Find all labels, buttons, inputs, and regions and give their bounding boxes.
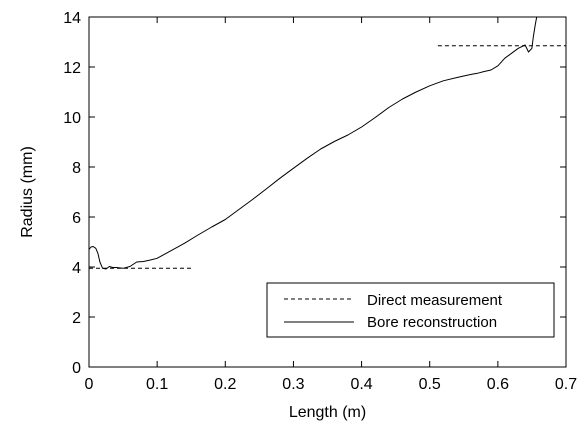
plot-area-frame — [88, 16, 567, 368]
x-tick-label: 0.3 — [282, 376, 304, 393]
x-tick-label: 0.1 — [146, 376, 168, 393]
x-tick-label: 0.2 — [214, 376, 236, 393]
y-tick-label: 0 — [72, 360, 81, 377]
x-tick-label: 0.4 — [350, 376, 372, 393]
y-tick-label: 14 — [63, 10, 81, 27]
x-axis-ticks: 0 0.1 0.2 0.3 0.4 0.5 0.6 0.7 — [85, 17, 577, 393]
x-tick-label: 0.5 — [419, 376, 441, 393]
legend-box — [266, 282, 555, 338]
y-axis-title: Radius (mm) — [19, 146, 36, 238]
x-axis-title: Length (m) — [289, 404, 366, 421]
legend-label-bore-reconstruction: Bore reconstruction — [367, 314, 497, 331]
y-tick-label: 12 — [63, 60, 81, 77]
legend: Direct measurement Bore reconstruction — [266, 282, 555, 338]
y-tick-label: 4 — [72, 260, 81, 277]
y-axis-ticks: 0 2 4 6 8 10 12 14 — [63, 10, 566, 377]
legend-label-direct-measurement: Direct measurement — [367, 292, 503, 309]
y-tick-label: 8 — [72, 160, 81, 177]
series-layer — [88, 16, 566, 270]
x-tick-label: 0.7 — [555, 376, 577, 393]
x-tick-label: 0 — [85, 376, 94, 393]
y-tick-label: 2 — [72, 310, 81, 327]
x-tick-label: 0.6 — [487, 376, 509, 393]
y-tick-label: 6 — [72, 210, 81, 227]
y-tick-label: 10 — [63, 110, 81, 127]
series-bore-reconstruction-line — [88, 16, 538, 270]
